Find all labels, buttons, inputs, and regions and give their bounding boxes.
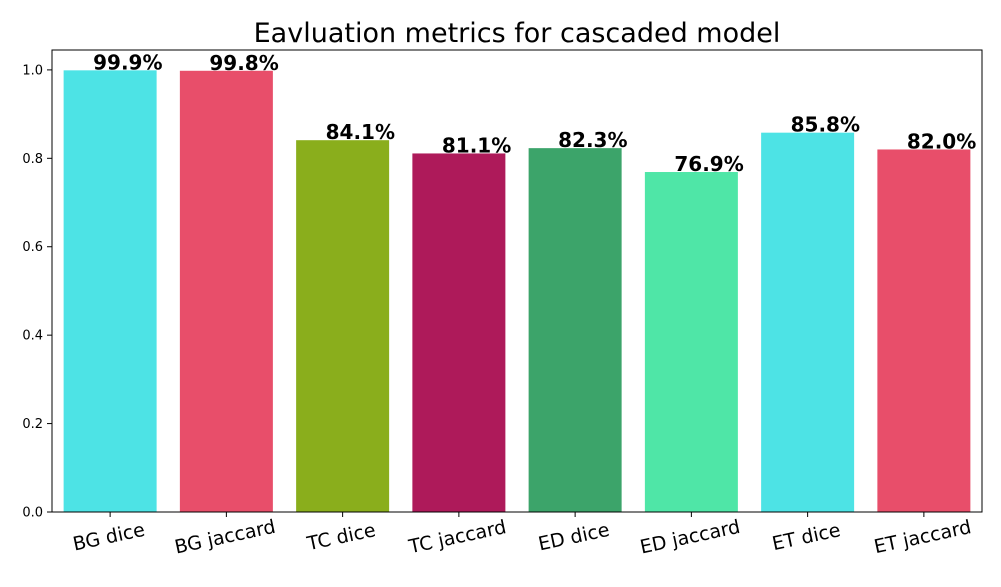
bar-0 bbox=[63, 70, 157, 512]
bar-6 bbox=[761, 132, 855, 512]
x-tick-label-7: ET jaccard bbox=[872, 516, 973, 558]
data-label-3: 81.1% bbox=[442, 133, 511, 157]
y-tick-label-4: 0.8 bbox=[22, 152, 43, 167]
y-tick-label-0: 0.0 bbox=[22, 506, 43, 521]
data-label-5: 76.9% bbox=[674, 152, 743, 176]
y-tick-label-2: 0.4 bbox=[22, 329, 43, 344]
x-tick-label-5: ED jaccard bbox=[638, 516, 742, 559]
x-tick-label-0: BG dice bbox=[71, 519, 147, 556]
x-tick-label-6: ET dice bbox=[770, 519, 842, 555]
bar-4 bbox=[528, 148, 622, 512]
bar-7 bbox=[877, 149, 971, 512]
x-tick-label-2: TC dice bbox=[304, 519, 377, 555]
data-labels-group: 99.9% 99.8% 84.1% 81.1% 82.3% 76.9% 85.8% 82.0% bbox=[93, 50, 976, 176]
x-tick-label-4: ED dice bbox=[536, 519, 611, 556]
data-label-2: 84.1% bbox=[326, 120, 395, 144]
y-tick-label-5: 1.0 bbox=[22, 63, 43, 78]
bar-1 bbox=[179, 70, 273, 513]
x-tick-label-1: BG jaccard bbox=[173, 516, 278, 559]
chart-title: Eavluation metrics for cascaded model bbox=[254, 18, 781, 49]
data-label-4: 82.3% bbox=[558, 128, 627, 152]
data-label-1: 99.8% bbox=[209, 51, 278, 75]
y-tick-label-1: 0.2 bbox=[22, 417, 43, 432]
data-label-7: 82.0% bbox=[907, 129, 976, 153]
bar-3 bbox=[412, 153, 506, 512]
data-label-0: 99.9% bbox=[93, 50, 162, 74]
data-label-6: 85.8% bbox=[791, 113, 860, 137]
plot-frame bbox=[51, 49, 983, 513]
y-axis: 0.0 0.2 0.4 0.6 0.8 1.0 bbox=[22, 63, 52, 521]
x-axis: BG dice BG jaccard TC dice TC jaccard ED dic… bbox=[71, 512, 973, 559]
bars-group bbox=[63, 70, 971, 513]
y-tick-label-3: 0.6 bbox=[22, 240, 43, 255]
x-tick-label-3: TC jaccard bbox=[406, 516, 508, 558]
bar-5 bbox=[644, 172, 738, 512]
bar-2 bbox=[296, 140, 390, 513]
